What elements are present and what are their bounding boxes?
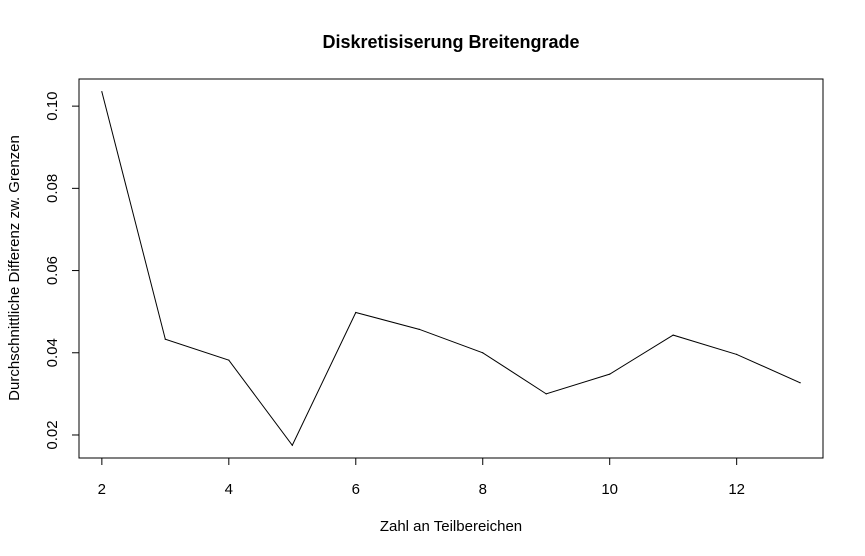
x-tick-label: 6 <box>352 481 360 498</box>
data-point <box>609 373 611 375</box>
x-tick-label: 10 <box>601 481 618 498</box>
data-point <box>545 393 547 395</box>
y-tick-label: 0.10 <box>44 92 61 121</box>
data-point <box>799 382 801 384</box>
y-tick-label: 0.06 <box>44 256 61 285</box>
data-point <box>672 334 674 336</box>
data-point <box>228 359 230 361</box>
y-tick-label: 0.04 <box>44 338 61 367</box>
x-axis: 2 4 6 8 10 12 <box>98 457 745 498</box>
x-tick-label: 2 <box>98 481 106 498</box>
chart-title: Diskretisiserung Breitengrade <box>322 32 579 52</box>
data-point <box>736 353 738 356</box>
x-axis-label: Zahl an Teilbereichen <box>380 518 522 535</box>
data-point <box>355 311 357 314</box>
y-axis: 0.02 0.04 0.06 0.08 0.10 <box>44 92 80 450</box>
x-tick-label: 4 <box>225 481 233 498</box>
data-point <box>482 352 484 354</box>
data-point <box>101 91 103 93</box>
y-axis-label: Durchschnittliche Differenz zw. Grenzen <box>6 135 23 401</box>
data-point <box>164 338 166 340</box>
data-point <box>291 444 293 446</box>
plot-area-frame <box>78 78 824 459</box>
y-tick-label: 0.02 <box>44 420 61 449</box>
x-tick-label: 8 <box>479 481 487 498</box>
series-line <box>101 91 801 447</box>
series-layer <box>101 91 801 447</box>
y-tick-label: 0.08 <box>44 174 61 203</box>
data-point <box>418 328 420 330</box>
x-tick-label: 12 <box>728 481 745 498</box>
